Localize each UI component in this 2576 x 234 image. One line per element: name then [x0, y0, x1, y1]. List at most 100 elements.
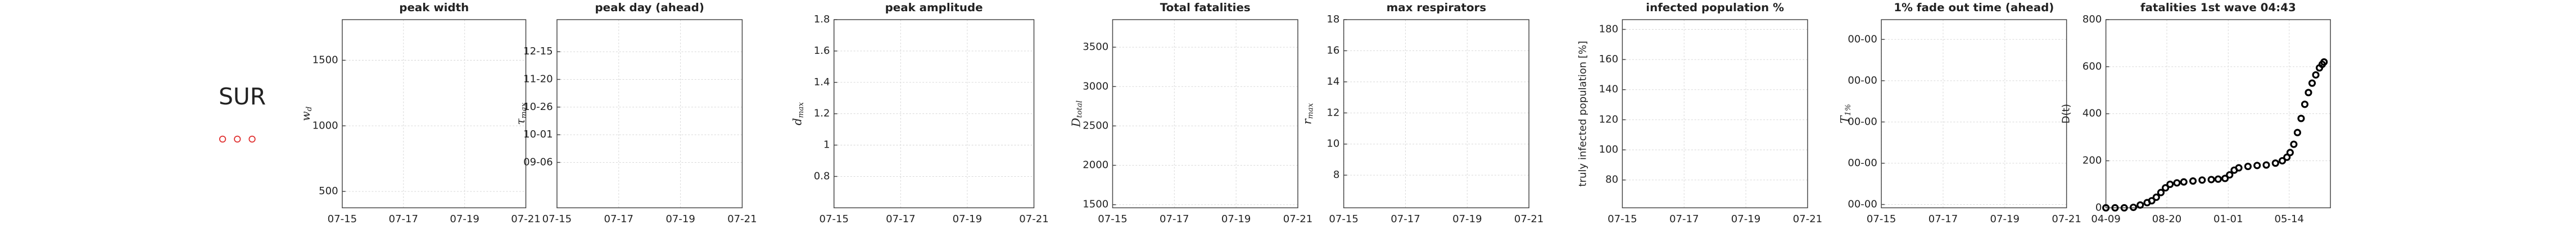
- y-axis-label-main: d: [790, 118, 804, 125]
- y-axis-label-main: T: [1837, 115, 1851, 123]
- data-point: [2148, 197, 2156, 205]
- x-tick-label: 07-19: [953, 213, 983, 225]
- x-tick-label: 04-09: [2091, 213, 2121, 225]
- plot-frame: [1881, 19, 2067, 209]
- y-tick-label: 3000: [1083, 80, 1108, 92]
- chart-title: infected population %: [1646, 1, 1784, 14]
- y-tick-label: 200: [2082, 155, 2102, 167]
- x-tick-label: 07-17: [1160, 213, 1189, 225]
- data-point: [2129, 203, 2138, 212]
- x-tick-label: 07-21: [511, 213, 541, 225]
- y-tick-label: 00-00: [1848, 116, 1877, 127]
- y-axis-label-main: D(t): [2061, 104, 2072, 123]
- y-axis-label: rmax: [1300, 103, 1315, 124]
- y-tick-label: 120: [1599, 113, 1618, 125]
- x-tick-label: 07-19: [1990, 213, 2020, 225]
- plot-frame: [1112, 19, 1298, 209]
- marker-icon: [248, 135, 256, 143]
- y-tick-label: 18: [1327, 13, 1339, 25]
- background: [3, 0, 2573, 234]
- y-tick-label: 800: [2082, 13, 2102, 25]
- chart-title: fatalities 1st wave 04:43: [2140, 1, 2296, 14]
- x-tick-label: 07-21: [1514, 213, 1544, 225]
- x-tick-label: 07-17: [1928, 213, 1958, 225]
- data-point: [2244, 163, 2252, 171]
- y-tick-label: 80: [1605, 174, 1618, 186]
- x-tick-label: 07-19: [450, 213, 479, 225]
- y-tick-label: 180: [1599, 23, 1618, 35]
- x-tick-label: 07-15: [542, 213, 572, 225]
- y-tick-label: 2500: [1083, 120, 1108, 131]
- x-tick-label: 07-15: [819, 213, 848, 225]
- x-tick-label: 07-21: [727, 213, 757, 225]
- x-tick-label: 07-17: [604, 213, 634, 225]
- data-point: [2120, 204, 2128, 212]
- y-axis-label: D(t): [2061, 104, 2072, 123]
- y-tick-label: 160: [1599, 53, 1618, 65]
- y-tick-label: 12-15: [523, 45, 553, 57]
- chart-title: Total fatalities: [1160, 1, 1251, 14]
- data-point: [2102, 204, 2110, 212]
- x-tick-label: 07-17: [1391, 213, 1420, 225]
- data-point: [2253, 162, 2261, 169]
- data-point: [2180, 178, 2188, 186]
- x-tick-label: 08-20: [2152, 213, 2182, 225]
- y-axis-label-sub: total: [1075, 100, 1084, 118]
- y-tick-label: 1500: [313, 54, 338, 66]
- chart-title: peak day (ahead): [595, 1, 704, 14]
- y-tick-label: 12: [1327, 107, 1339, 118]
- x-tick-label: 05-14: [2275, 213, 2304, 225]
- data-point: [2136, 201, 2144, 209]
- y-tick-label: 00-00: [1848, 157, 1877, 169]
- chart-title: 1% fade out time (ahead): [1894, 1, 2054, 14]
- data-point: [2283, 153, 2291, 161]
- y-tick-label: 00-00: [1848, 198, 1877, 210]
- y-axis-label: dmax: [790, 102, 805, 126]
- y-axis-label-sub: max: [520, 102, 528, 118]
- y-tick-label: 0: [2095, 201, 2102, 213]
- chart-title: peak width: [399, 1, 469, 14]
- x-tick-label: 07-19: [1731, 213, 1760, 225]
- y-tick-label: 16: [1327, 44, 1339, 56]
- data-point: [2173, 179, 2181, 187]
- data-point: [2111, 204, 2119, 212]
- chart-title: peak amplitude: [885, 1, 983, 14]
- data-point: [2293, 129, 2301, 136]
- x-tick-label: 07-15: [1867, 213, 1896, 225]
- y-tick-label: 10-26: [523, 101, 553, 113]
- data-point: [2214, 175, 2222, 183]
- y-tick-label: 1.4: [814, 76, 830, 88]
- x-tick-label: 07-15: [1098, 213, 1128, 225]
- data-point: [2271, 159, 2279, 167]
- y-tick-label: 600: [2082, 61, 2102, 72]
- y-tick-label: 500: [319, 185, 338, 197]
- x-tick-label: 07-15: [328, 213, 357, 225]
- x-tick-label: 07-17: [886, 213, 916, 225]
- data-point: [2235, 164, 2243, 172]
- data-point: [2312, 71, 2320, 79]
- y-tick-label: 0.8: [814, 170, 830, 182]
- y-axis-label-main: truly infected population [%]: [1577, 41, 1588, 187]
- y-axis-label-main: r: [1300, 118, 1314, 125]
- data-point: [2308, 79, 2316, 87]
- y-tick-label: 00-00: [1848, 75, 1877, 86]
- plot-frame: [2105, 19, 2331, 209]
- y-tick-label: 00-00: [1848, 33, 1877, 45]
- y-axis-label-sub: max: [1306, 103, 1315, 119]
- data-point: [2286, 149, 2294, 157]
- plot-frame: [556, 19, 743, 209]
- y-tick-label: 1000: [313, 120, 338, 131]
- y-tick-label: 14: [1327, 76, 1339, 88]
- region-label: SUR: [219, 83, 266, 110]
- y-tick-label: 1.2: [814, 108, 830, 120]
- y-axis-label: T1%: [1837, 104, 1852, 123]
- marker-icon: [234, 135, 241, 143]
- marker-icon: [219, 135, 227, 143]
- data-point: [2305, 89, 2312, 97]
- y-tick-label: 2000: [1083, 159, 1108, 171]
- data-point: [2262, 161, 2270, 169]
- data-point: [2207, 176, 2215, 183]
- data-point: [2297, 114, 2305, 122]
- y-tick-label: 1500: [1083, 199, 1108, 210]
